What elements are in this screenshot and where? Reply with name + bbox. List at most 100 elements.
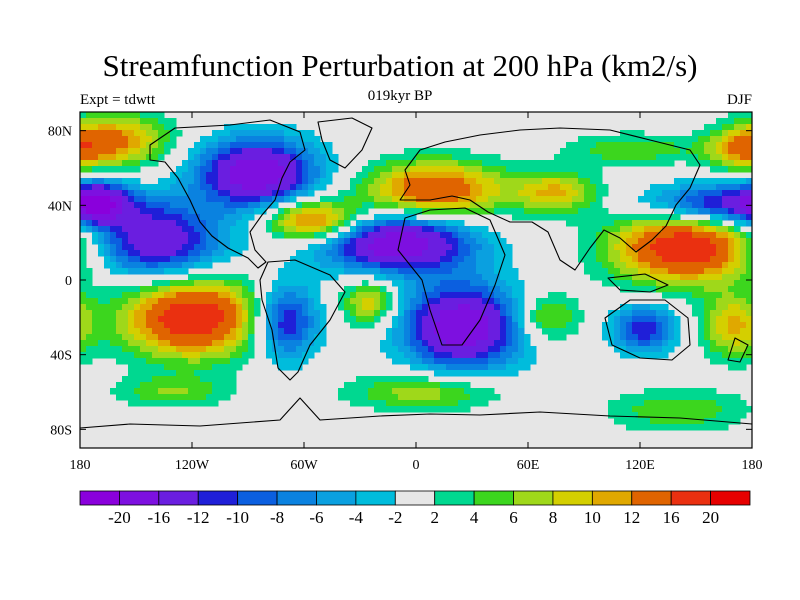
field-cell xyxy=(152,352,159,359)
field-cell xyxy=(560,148,567,155)
field-cell xyxy=(134,196,141,203)
field-cell xyxy=(518,298,525,305)
field-cell xyxy=(110,196,117,203)
field-cell xyxy=(122,118,129,125)
field-cell xyxy=(296,184,303,191)
field-cell xyxy=(236,130,243,137)
colorbar-swatch xyxy=(710,490,751,506)
field-cell xyxy=(692,388,699,395)
field-cell xyxy=(554,298,561,305)
field-cell xyxy=(512,202,519,209)
field-cell xyxy=(344,196,351,203)
field-cell xyxy=(662,214,669,221)
field-cell xyxy=(134,304,141,311)
field-cell xyxy=(398,274,405,281)
field-cell xyxy=(254,202,261,209)
field-cell xyxy=(152,142,159,149)
field-cell xyxy=(434,250,441,257)
field-cell xyxy=(410,268,417,275)
field-cell xyxy=(740,166,747,173)
field-cell xyxy=(746,238,752,245)
field-cell xyxy=(386,250,393,257)
field-cell xyxy=(152,268,159,275)
field-cell xyxy=(596,196,603,203)
field-cell xyxy=(698,238,705,245)
field-cell xyxy=(230,340,237,347)
field-cell xyxy=(392,160,399,167)
field-cell xyxy=(656,226,663,233)
field-cell xyxy=(488,208,495,215)
field-cell xyxy=(668,346,675,353)
field-cell xyxy=(374,406,381,413)
field-cell xyxy=(650,220,657,227)
field-cell xyxy=(626,406,633,413)
field-cell xyxy=(248,208,255,215)
field-cell xyxy=(716,220,723,227)
field-cell xyxy=(290,154,297,161)
field-cell xyxy=(410,190,417,197)
field-cell xyxy=(134,328,141,335)
field-cell xyxy=(410,238,417,245)
field-cell xyxy=(464,184,471,191)
field-cell xyxy=(152,112,159,119)
field-cell xyxy=(122,124,129,131)
field-cell xyxy=(464,154,471,161)
field-cell xyxy=(650,388,657,395)
field-cell xyxy=(626,352,633,359)
field-cell xyxy=(728,268,735,275)
field-cell xyxy=(434,220,441,227)
field-cell xyxy=(734,274,741,281)
field-cell xyxy=(392,232,399,239)
field-cell xyxy=(698,208,705,215)
field-cell xyxy=(686,424,693,431)
field-cell xyxy=(218,130,225,137)
field-cell xyxy=(104,166,111,173)
field-cell xyxy=(194,238,201,245)
field-cell xyxy=(152,286,159,293)
field-cell xyxy=(284,148,291,155)
field-cell xyxy=(422,400,429,407)
experiment-label: Expt = tdwtt xyxy=(80,92,156,108)
field-cell xyxy=(206,190,213,197)
field-cell xyxy=(476,178,483,185)
field-cell xyxy=(464,208,471,215)
field-cell xyxy=(350,184,357,191)
field-cell xyxy=(296,160,303,167)
field-cell xyxy=(176,400,183,407)
field-cell xyxy=(314,166,321,173)
field-cell xyxy=(728,280,735,287)
field-cell xyxy=(620,310,627,317)
field-cell xyxy=(692,202,699,209)
field-cell xyxy=(404,304,411,311)
field-cell xyxy=(716,352,723,359)
field-cell xyxy=(608,244,615,251)
field-cell xyxy=(728,352,735,359)
field-cell xyxy=(152,316,159,323)
field-cell xyxy=(254,304,261,311)
field-cell xyxy=(482,316,489,323)
time-label: 019kyr BP xyxy=(367,88,433,104)
field-cell xyxy=(470,208,477,215)
field-cell xyxy=(638,136,645,143)
field-cell xyxy=(242,298,249,305)
field-cell xyxy=(722,190,729,197)
field-cell xyxy=(92,340,99,347)
field-cell xyxy=(740,400,747,407)
field-cell xyxy=(428,274,435,281)
field-cell xyxy=(620,268,627,275)
field-cell xyxy=(380,274,387,281)
field-cell xyxy=(518,328,525,335)
field-cell xyxy=(194,316,201,323)
field-cell xyxy=(98,166,105,173)
field-cell xyxy=(704,244,711,251)
field-cell xyxy=(680,400,687,407)
field-cell xyxy=(434,370,441,377)
field-cell xyxy=(140,124,147,131)
field-cell xyxy=(122,160,129,167)
field-cell xyxy=(236,232,243,239)
field-cell xyxy=(230,220,237,227)
field-cell xyxy=(212,178,219,185)
field-cell xyxy=(152,148,159,155)
field-cell xyxy=(542,214,549,221)
field-cell xyxy=(482,280,489,287)
